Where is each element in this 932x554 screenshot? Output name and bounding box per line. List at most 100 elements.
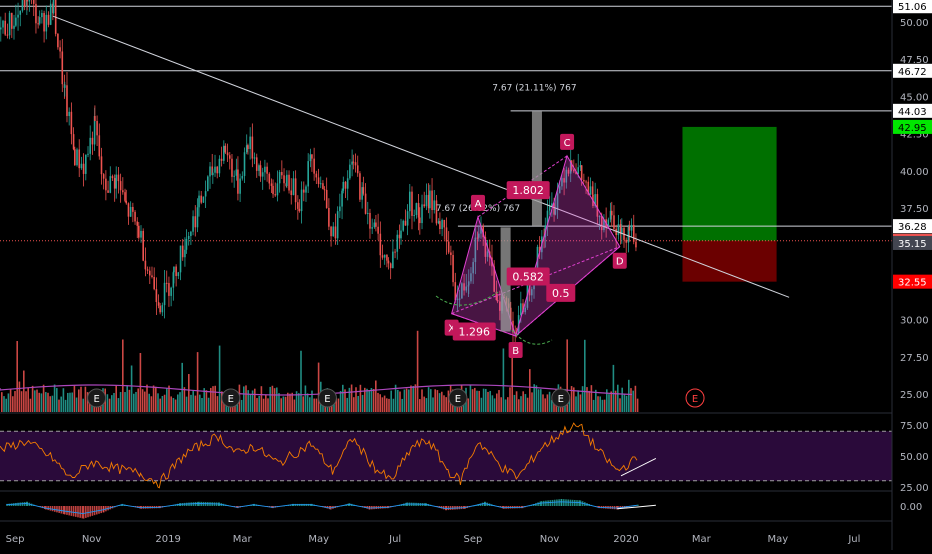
candle-body [411,191,413,216]
candle-body [300,189,303,212]
macd-histogram-bar [545,500,547,506]
candle-body [342,181,345,191]
volume-bar [139,352,142,412]
volume-bar [243,386,245,412]
volume-bar [445,397,447,412]
candle-body [330,226,332,237]
candle-body [207,176,209,192]
ratio-badge [546,283,576,302]
candle-body [212,172,214,176]
volume-bar [339,390,342,412]
volume-bar [412,386,414,412]
volume-bar [586,387,588,412]
volume-bar [194,395,197,412]
volume-bar [40,393,43,412]
price-marker-label: 36.28 [898,222,927,233]
volume-bar [636,398,639,412]
price-marker-label: 35.15 [898,239,927,250]
candle-body [202,196,205,203]
volume-bar [216,396,219,412]
volume-bar [128,389,131,412]
candle-body [600,216,603,231]
stop-zone [682,240,777,282]
candle-body [109,176,112,193]
candle-body [163,282,166,306]
macd-histogram-bar [539,501,542,506]
candle-body [4,20,6,35]
ratio-badge [506,181,550,200]
macd-histogram-bar [567,499,569,506]
candle-body [398,234,401,239]
candle-body [465,286,468,291]
volume-bar [434,389,436,412]
ratio-badge [506,267,550,286]
candle-body [421,204,423,224]
candle-body [218,158,221,174]
candle-body [406,211,409,226]
candle-body [443,219,446,228]
earnings-label: E [692,394,698,405]
volume-bar [524,394,527,412]
candle-body [113,178,116,189]
volume-bar [31,385,34,412]
candle-body [531,289,533,296]
volume-bar [267,398,269,412]
volume-bar [67,392,69,412]
macd-histogram-bar [82,506,85,519]
candle-body [579,165,582,168]
rsi-line [0,422,638,489]
volume-bar [34,390,36,412]
candle-body [463,283,465,291]
volume-bar [273,388,276,412]
candle-body [435,200,438,224]
candle-body [21,0,24,11]
volume-bar [207,397,210,412]
volume-bar [64,399,67,412]
volume-bar [584,339,586,412]
volume-bar [203,388,205,412]
volume-bar [71,392,73,412]
volume-bar [610,391,612,412]
macd-histogram-bar [85,506,87,518]
candle-body [603,219,605,231]
candle-body [546,210,549,226]
time-tick-label: Nov [540,534,560,545]
candle-body [585,181,587,183]
volume-bar [282,396,285,412]
volume-bar [575,396,577,412]
macd-histogram-bar [56,506,58,513]
volume-bar [271,385,274,412]
volume-bar [597,396,599,412]
volume-bar [502,348,505,412]
candle-body [580,165,583,180]
measure-bar [531,111,542,226]
volume-bar [300,350,302,412]
candle-body [111,176,114,179]
volume-bar [421,389,423,412]
volume-bar [27,387,29,412]
pattern-ratio-line [451,313,516,337]
candle-body [332,226,335,237]
ratio-label: 1.802 [512,184,544,197]
candle-body [415,203,418,216]
volume-bar [577,390,579,412]
candle-body [107,190,109,193]
volume-bar [221,391,223,412]
volume-bar [623,394,626,412]
candle-body [570,160,573,170]
candle-body [499,301,501,311]
volume-bar [12,396,14,412]
candle-body [461,283,463,299]
volume-bar [137,388,139,412]
candle-body [70,111,73,135]
candle-body [615,228,617,236]
candle-body [170,287,172,296]
time-tick-label: Sep [464,534,483,545]
volume-bar [148,393,150,412]
candle-body [456,298,459,301]
candle-body [80,163,83,169]
volume-bar [159,398,161,412]
